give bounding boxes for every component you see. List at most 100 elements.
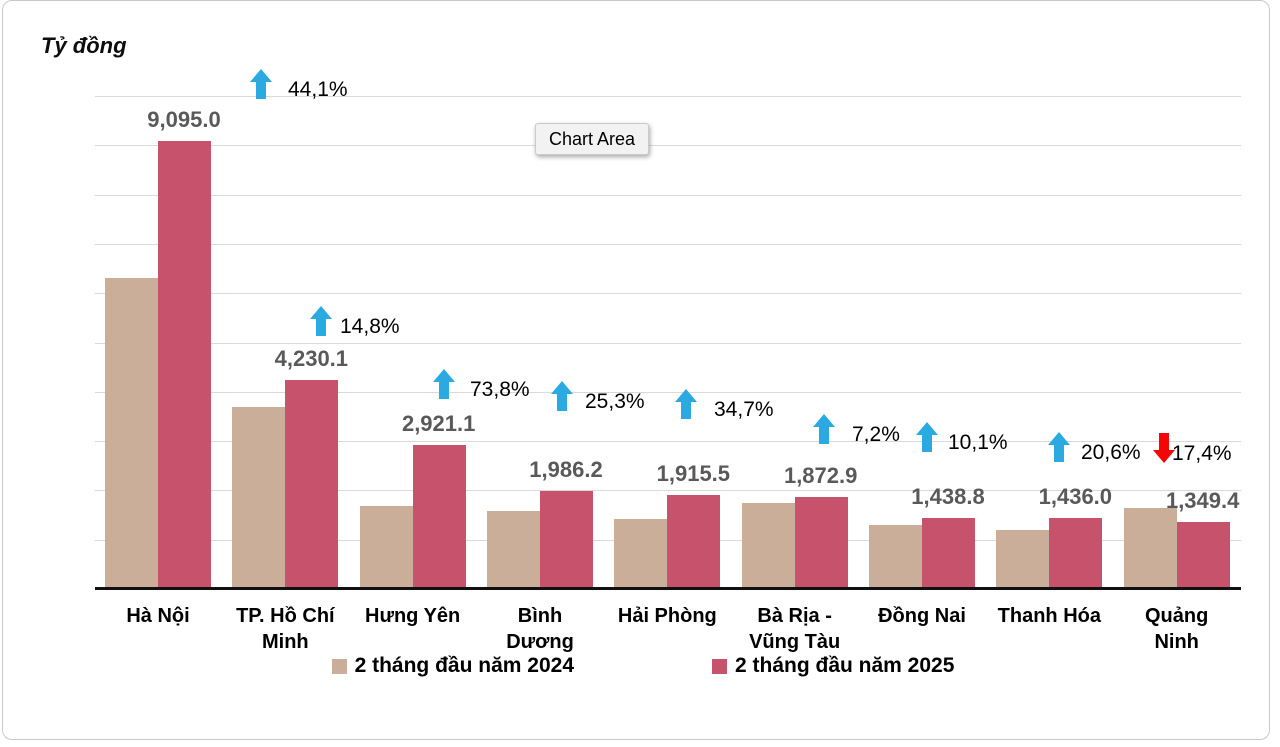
bar-2024[interactable]	[614, 519, 668, 589]
pct-change-label: 7,2%	[852, 423, 900, 446]
value-label-2025: 9,095.0	[147, 106, 221, 132]
category-label: Thanh Hóa	[959, 603, 1139, 629]
bar-2025[interactable]	[540, 491, 593, 589]
chart-area-tooltip: Chart Area	[535, 123, 650, 155]
category-label: Quảng Ninh	[1087, 603, 1267, 655]
gridline	[95, 96, 1241, 97]
category-label-line: Thanh Hóa	[997, 605, 1101, 627]
value-label-2025: 1,436.0	[1038, 484, 1113, 510]
bar-group: 1,436.0 Thanh Hóa	[986, 96, 1113, 627]
bar-group: 1,872.9 Bà Rịa - Vũng Tàu	[732, 96, 859, 653]
up-arrow-icon	[675, 388, 697, 419]
legend: 2 tháng đầu năm 2024 2 tháng đầu năm 202…	[3, 654, 1280, 678]
pct-change-annotation: 20,6%	[1048, 428, 1141, 465]
bar-group: 2,921.1 Hưng Yên	[350, 96, 477, 627]
category-label: Hà Nội	[68, 603, 248, 629]
category-label-line: Hải Phòng	[617, 605, 717, 627]
gridline	[95, 145, 1241, 147]
tooltip-label: Chart Area	[549, 129, 636, 149]
bar-2024[interactable]	[487, 510, 540, 589]
value-label-2025: 2,921.1	[401, 410, 476, 436]
category-label-line: Bình	[517, 605, 563, 627]
pct-change-annotation: 25,3%	[551, 377, 645, 414]
bar-2025[interactable]	[1049, 518, 1103, 589]
pct-change-label: 34,7%	[714, 398, 774, 421]
bar-group: 4,230.1 TP. Hồ Chí Minh	[222, 96, 349, 653]
category-label-line: Dương	[506, 631, 574, 653]
pct-change-label: 20,6%	[1081, 441, 1141, 464]
category-label-line: Đồng Nai	[878, 605, 966, 627]
down-arrow-icon	[1153, 432, 1175, 463]
chart-area[interactable]: 9,095.0 Hà Nội 4,230.1 TP. Hồ Chí Minh 2,…	[95, 96, 1241, 653]
gridline	[95, 342, 1241, 344]
category-label-line: Hà Nội	[126, 605, 190, 627]
category-label-line: Minh	[262, 631, 309, 653]
category-label-line: Quảng	[1144, 605, 1209, 627]
unit-title: Tỷ đồng	[41, 33, 127, 58]
legend-swatch-icon	[331, 658, 347, 674]
gridline	[95, 293, 1241, 295]
pct-change-label: 10,1%	[948, 431, 1008, 454]
bar-2024[interactable]	[741, 502, 795, 589]
category-label-line: Vũng Tàu	[749, 631, 841, 653]
value-label-2025: 4,230.1	[274, 346, 349, 372]
category-label-line: TP. Hồ Chí	[236, 605, 335, 627]
bar-2025[interactable]	[1176, 522, 1230, 589]
bar-group: 1,349.4 Quảng Ninh	[1114, 96, 1241, 653]
legend-label: 2 tháng đầu năm 2024	[354, 654, 574, 677]
bar-2024[interactable]	[232, 407, 286, 589]
gridline	[95, 490, 1241, 492]
bar-2024[interactable]	[105, 277, 158, 589]
value-label-2025: 1,349.4	[1165, 488, 1240, 514]
bar-group: 9,095.0 Hà Nội	[95, 96, 222, 627]
category-label: Hưng Yên	[323, 603, 503, 629]
pct-change-annotation: 17,4%	[1153, 429, 1232, 466]
pct-change-label: 17,4%	[1172, 442, 1232, 465]
category-label: Đồng Nai	[832, 603, 1012, 629]
category-label: TP. Hồ Chí Minh	[195, 603, 375, 655]
pct-change-annotation: 14,8%	[310, 302, 400, 339]
category-label: Hải Phòng	[577, 603, 757, 629]
pct-change-label: 73,8%	[470, 378, 530, 401]
bar-2025[interactable]	[412, 445, 466, 589]
x-axis-line	[95, 587, 1241, 590]
value-label-2025: 1,986.2	[529, 457, 603, 483]
bar-2025[interactable]	[794, 496, 848, 589]
up-arrow-icon	[916, 421, 938, 452]
pct-change-annotation: 44,1%	[250, 65, 348, 102]
category-label-line: Ninh	[1154, 631, 1199, 653]
pct-change-label: 44,1%	[288, 78, 348, 101]
pct-change-annotation: 7,2%	[813, 410, 900, 447]
value-label-2025: 1,438.8	[911, 484, 985, 510]
up-arrow-icon	[310, 305, 332, 336]
value-label-2025: 1,915.5	[656, 460, 731, 486]
legend-swatch-icon	[712, 658, 727, 674]
up-arrow-icon	[250, 68, 272, 99]
pct-change-annotation: 73,8%	[433, 365, 530, 402]
bar-2025[interactable]	[922, 518, 975, 589]
bar-group: 1,986.2 Bình Dương	[477, 96, 604, 653]
up-arrow-icon	[813, 413, 835, 444]
legend-item[interactable]: 2 tháng đầu năm 2025	[712, 654, 954, 678]
bar-2025[interactable]	[667, 494, 721, 589]
value-label-2025: 1,872.9	[783, 462, 858, 488]
bar-group: 1,438.8 Đồng Nai	[859, 96, 986, 627]
bar-2024[interactable]	[1123, 508, 1177, 589]
gridline	[95, 391, 1241, 393]
bar-2024[interactable]	[359, 506, 413, 589]
pct-change-label: 14,8%	[340, 315, 400, 338]
bar-group: 1,915.5 Hải Phòng	[604, 96, 731, 627]
category-label: Bà Rịa - Vũng Tàu	[705, 603, 885, 655]
pct-change-annotation: 10,1%	[916, 418, 1008, 455]
bar-2025[interactable]	[285, 380, 339, 589]
up-arrow-icon	[433, 368, 455, 399]
category-label-line: Hưng Yên	[365, 605, 461, 627]
bar-2025[interactable]	[158, 140, 211, 589]
bar-2024[interactable]	[869, 524, 922, 589]
gridline	[95, 194, 1241, 196]
up-arrow-icon	[1048, 431, 1070, 462]
bar-2024[interactable]	[996, 530, 1050, 589]
gridline	[95, 243, 1241, 245]
gridline	[95, 441, 1241, 443]
legend-item[interactable]: 2 tháng đầu năm 2024	[331, 654, 574, 678]
